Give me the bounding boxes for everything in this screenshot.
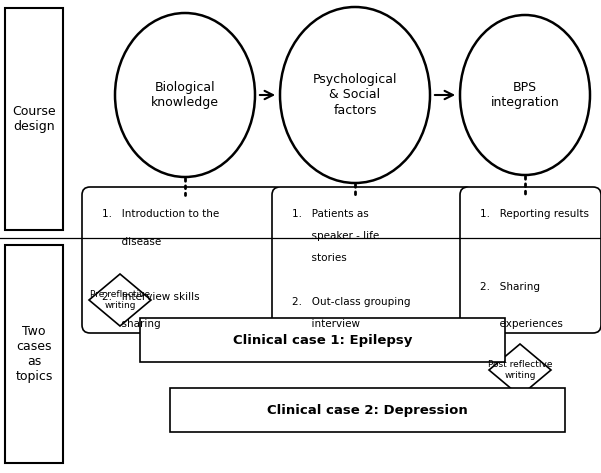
Text: Two
cases
as
topics: Two cases as topics [15, 325, 53, 383]
Bar [140, 318, 505, 362]
Text: disease: disease [102, 236, 161, 246]
Text: Psychological
& Social
factors: Psychological & Social factors [313, 73, 397, 116]
Bar [5, 245, 63, 463]
Text: stories: stories [292, 253, 347, 263]
Text: Post reflective
writing: Post reflective writing [488, 360, 552, 380]
Text: speaker - life: speaker - life [292, 231, 379, 241]
Text: Clinical case 1: Epilepsy: Clinical case 1: Epilepsy [233, 333, 412, 347]
Text: interview: interview [292, 319, 360, 329]
FancyBboxPatch shape [460, 187, 601, 333]
Text: BPS
integration: BPS integration [490, 81, 560, 109]
Text: 1.   Introduction to the: 1. Introduction to the [102, 209, 219, 219]
FancyBboxPatch shape [272, 187, 473, 333]
Text: Course
design: Course design [12, 105, 56, 133]
Text: 2.   Out-class grouping: 2. Out-class grouping [292, 297, 410, 307]
Polygon shape [89, 274, 151, 326]
Bar [170, 388, 565, 432]
Text: 2.   Sharing: 2. Sharing [480, 282, 540, 292]
Text: experiences: experiences [480, 319, 563, 329]
Ellipse shape [280, 7, 430, 183]
Text: 2.   Interview skills: 2. Interview skills [102, 291, 200, 301]
Text: Pre reflective
writing: Pre reflective writing [90, 290, 150, 310]
FancyBboxPatch shape [82, 187, 283, 333]
Ellipse shape [460, 15, 590, 175]
Text: 1.   Reporting results: 1. Reporting results [480, 209, 589, 219]
Text: 1.   Patients as: 1. Patients as [292, 209, 369, 219]
Text: Biological
knowledge: Biological knowledge [151, 81, 219, 109]
Text: sharing: sharing [102, 319, 160, 329]
Polygon shape [489, 344, 551, 396]
Text: Clinical case 2: Depression: Clinical case 2: Depression [267, 403, 468, 417]
Ellipse shape [115, 13, 255, 177]
Bar [5, 8, 63, 230]
